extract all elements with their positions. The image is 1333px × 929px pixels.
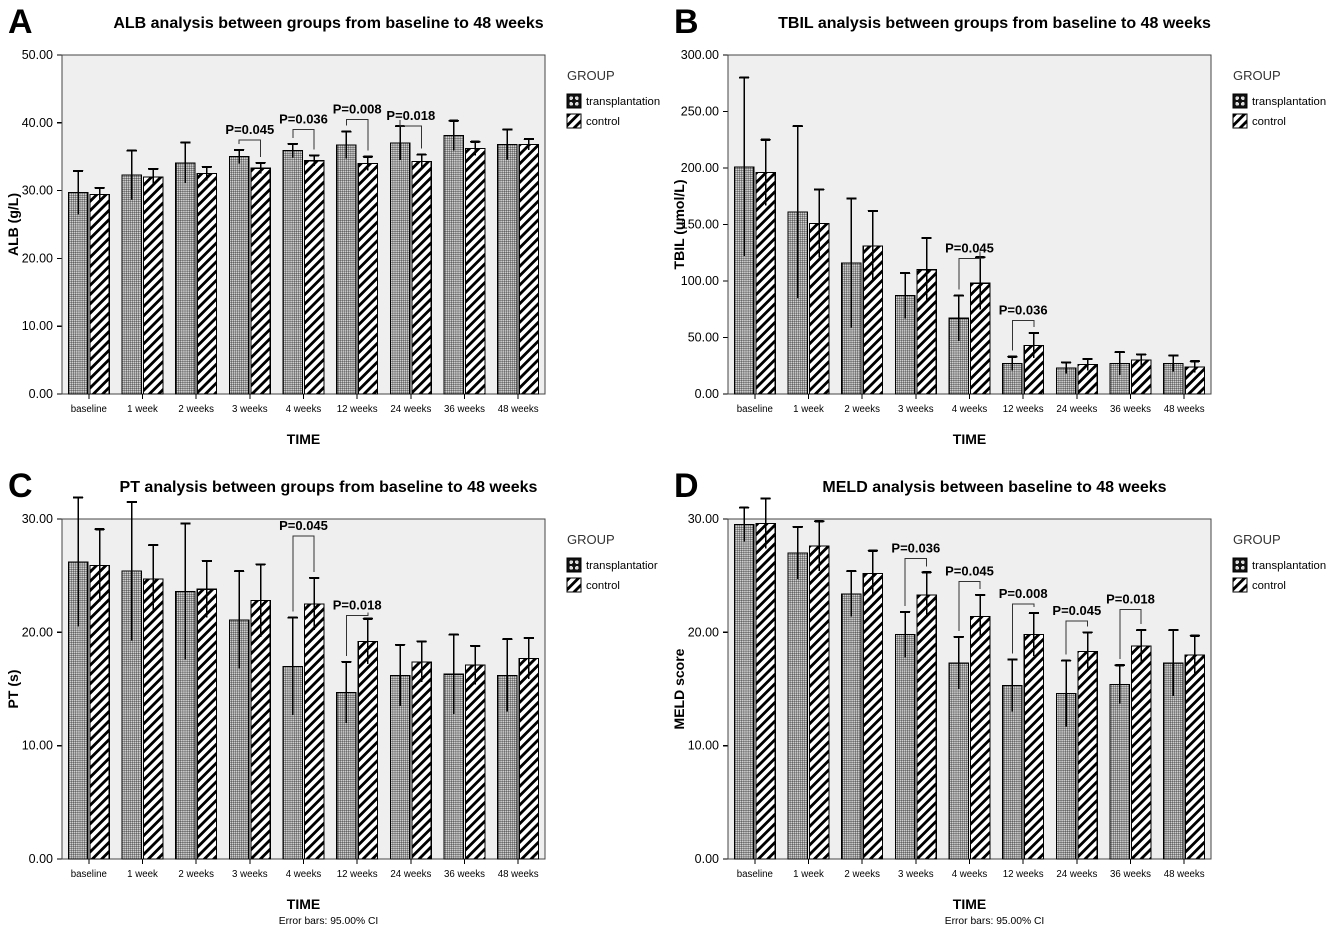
svg-text:1 week: 1 week [127,869,158,880]
svg-text:2 weeks: 2 weeks [178,869,214,880]
svg-text:40.00: 40.00 [22,116,53,130]
svg-text:4 weeks: 4 weeks [952,869,988,880]
svg-text:48 weeks: 48 weeks [1164,404,1205,415]
svg-text:10.00: 10.00 [688,739,719,753]
svg-text:2 weeks: 2 weeks [844,869,880,880]
svg-text:36 weeks: 36 weeks [444,404,485,415]
svg-text:TIME: TIME [287,896,320,912]
svg-text:36 weeks: 36 weeks [1110,404,1151,415]
svg-text:P=0.045: P=0.045 [279,518,328,533]
svg-text:250.00: 250.00 [681,105,719,119]
svg-text:control: control [586,116,620,128]
svg-text:48 weeks: 48 weeks [498,404,539,415]
svg-text:MELD score: MELD score [671,648,687,729]
svg-text:3 weeks: 3 weeks [898,404,934,415]
svg-text:36 weeks: 36 weeks [1110,869,1151,880]
svg-text:transplantation: transplantation [586,96,660,108]
svg-text:50.00: 50.00 [688,331,719,345]
svg-text:24 weeks: 24 weeks [1056,869,1097,880]
svg-text:4 weeks: 4 weeks [952,404,988,415]
svg-text:12 weeks: 12 weeks [337,869,378,880]
svg-text:Error bars: 95.00% CI: Error bars: 95.00% CI [279,916,379,927]
svg-text:P=0.036: P=0.036 [891,541,940,556]
svg-text:3 weeks: 3 weeks [232,404,268,415]
svg-text:200.00: 200.00 [681,161,719,175]
svg-text:MELD analysis between baseline: MELD analysis between baseline to 48 wee… [822,479,1166,496]
svg-text:24 weeks: 24 weeks [390,869,431,880]
svg-text:P=0.018: P=0.018 [333,597,382,612]
svg-text:4 weeks: 4 weeks [286,869,322,880]
svg-text:10.00: 10.00 [22,739,53,753]
svg-text:24 weeks: 24 weeks [390,404,431,415]
svg-text:transplantation: transplantation [1252,96,1326,108]
svg-text:transplantation: transplantation [1252,560,1326,572]
svg-text:P=0.036: P=0.036 [279,112,328,127]
svg-text:12 weeks: 12 weeks [337,404,378,415]
svg-text:GROUP: GROUP [567,532,615,547]
svg-text:TBIL analysis between groups f: TBIL analysis between groups from baseli… [778,15,1211,32]
svg-text:300.00: 300.00 [681,48,719,62]
svg-text:36 weeks: 36 weeks [444,869,485,880]
svg-text:3 weeks: 3 weeks [898,869,934,880]
svg-text:10.00: 10.00 [22,319,53,333]
svg-text:TIME: TIME [953,896,986,912]
svg-text:ALB analysis between groups fr: ALB analysis between groups from baselin… [113,15,543,32]
svg-text:1 week: 1 week [793,404,824,415]
svg-text:0.00: 0.00 [695,387,719,401]
svg-text:P=0.008: P=0.008 [999,586,1048,601]
svg-text:GROUP: GROUP [567,68,615,83]
svg-text:P=0.045: P=0.045 [945,240,994,255]
svg-text:TBIL (umol/L): TBIL (umol/L) [671,180,687,270]
svg-text:TIME: TIME [953,431,986,447]
svg-text:4 weeks: 4 weeks [286,404,322,415]
svg-text:control: control [1252,116,1286,128]
svg-text:P=0.045: P=0.045 [1052,603,1101,618]
svg-text:P=0.018: P=0.018 [386,108,435,123]
svg-text:20.00: 20.00 [688,625,719,639]
svg-text:1 week: 1 week [793,869,824,880]
svg-text:baseline: baseline [737,404,773,415]
svg-text:2 weeks: 2 weeks [844,404,880,415]
svg-text:48 weeks: 48 weeks [1164,869,1205,880]
svg-text:1 week: 1 week [127,404,158,415]
svg-text:Error bars: 95.00% CI: Error bars: 95.00% CI [945,916,1045,927]
svg-text:3 weeks: 3 weeks [232,869,268,880]
svg-text:12 weeks: 12 weeks [1003,404,1044,415]
svg-text:P=0.045: P=0.045 [225,122,274,137]
svg-text:P=0.018: P=0.018 [1106,592,1155,607]
svg-text:30.00: 30.00 [688,512,719,526]
svg-text:control: control [586,580,620,592]
svg-text:12 weeks: 12 weeks [1003,869,1044,880]
svg-text:PT analysis between groups fro: PT analysis between groups from baseline… [120,479,538,496]
svg-text:30.00: 30.00 [22,512,53,526]
svg-text:TIME: TIME [287,431,320,447]
svg-text:48 weeks: 48 weeks [498,869,539,880]
svg-text:baseline: baseline [71,404,107,415]
svg-text:0.00: 0.00 [695,852,719,866]
svg-text:100.00: 100.00 [681,274,719,288]
svg-text:control: control [1252,580,1286,592]
svg-text:B: B [674,3,699,41]
svg-text:50.00: 50.00 [22,48,53,62]
svg-text:P=0.008: P=0.008 [333,101,382,116]
svg-text:ALB (g/L): ALB (g/L) [5,193,21,256]
svg-text:C: C [8,467,33,505]
svg-text:0.00: 0.00 [29,852,53,866]
svg-text:A: A [8,3,33,41]
svg-text:D: D [674,467,699,505]
svg-text:PT (s): PT (s) [5,670,21,709]
svg-text:transplantatior: transplantatior [586,560,658,572]
svg-text:24 weeks: 24 weeks [1056,404,1097,415]
svg-text:GROUP: GROUP [1233,532,1281,547]
svg-text:baseline: baseline [71,869,107,880]
svg-text:P=0.045: P=0.045 [945,563,994,578]
svg-text:20.00: 20.00 [22,251,53,265]
svg-text:P=0.036: P=0.036 [999,303,1048,318]
svg-text:30.00: 30.00 [22,184,53,198]
svg-text:2 weeks: 2 weeks [178,404,214,415]
svg-text:0.00: 0.00 [29,387,53,401]
svg-text:20.00: 20.00 [22,625,53,639]
svg-text:GROUP: GROUP [1233,68,1281,83]
svg-text:baseline: baseline [737,869,773,880]
